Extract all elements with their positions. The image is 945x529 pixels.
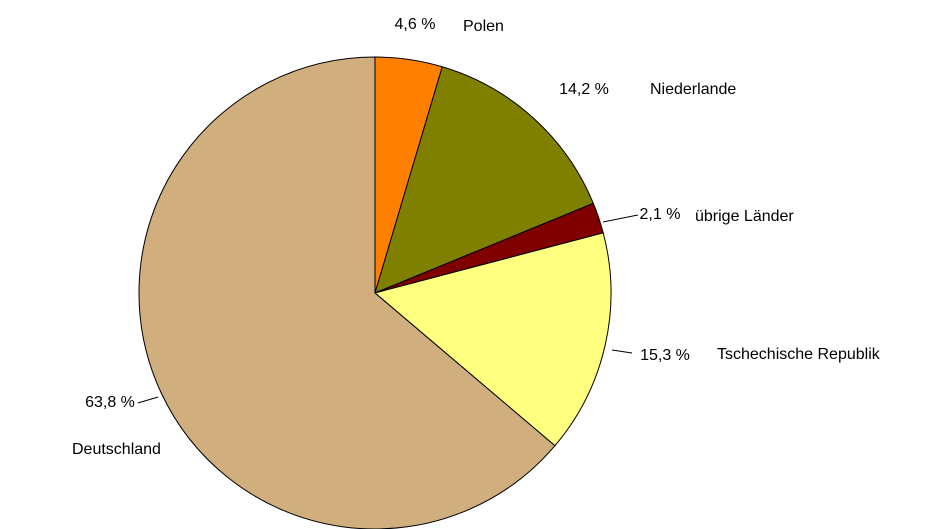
category-label: Polen <box>463 18 504 35</box>
leader-line <box>602 214 639 223</box>
category-label: Tschechische Republik <box>717 346 881 363</box>
value-label: 15,3 % <box>640 347 690 364</box>
value-label: 4,6 % <box>395 16 436 33</box>
leader-line <box>137 396 159 404</box>
pie-slice <box>373 232 612 447</box>
pie-slice <box>138 56 556 529</box>
pie-slice <box>374 66 594 294</box>
category-label: Deutschland <box>72 441 161 458</box>
leader-line <box>611 349 633 354</box>
value-label: 14,2 % <box>559 81 609 98</box>
value-label: 63,8 % <box>85 394 135 411</box>
value-label: 2,1 % <box>640 206 681 223</box>
category-label: übrige Länder <box>695 208 794 225</box>
category-label: Niederlande <box>650 81 736 98</box>
